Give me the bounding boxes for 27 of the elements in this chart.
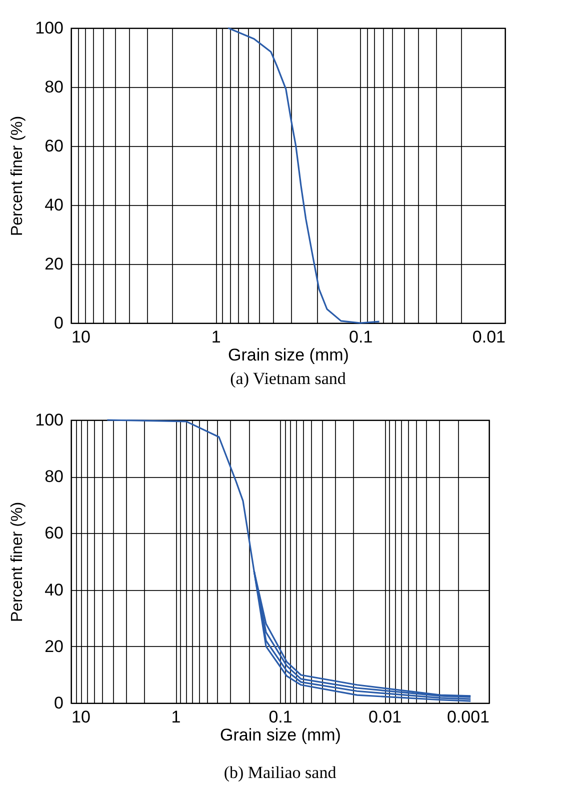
y-tick-label: 20: [44, 254, 64, 274]
y-tick-label: 100: [35, 18, 64, 38]
x-tick-label: 1: [211, 328, 221, 346]
x-axis-title: Grain size (mm): [228, 346, 349, 364]
x-tick-label: 10: [72, 708, 90, 726]
y-tick-label: 60: [44, 136, 64, 156]
x-tick-label: 1: [171, 708, 181, 726]
y-tick-label: 100: [35, 410, 64, 430]
x-axis-title: Grain size (mm): [220, 726, 341, 744]
y-axis-title: Percent finer (%): [9, 116, 26, 236]
x-tick-label: 0.1: [349, 328, 373, 346]
x-tick-label: 0.001: [446, 708, 490, 726]
x-tick-label: 0.01: [368, 708, 402, 726]
text: (a) Vietnam sand: [230, 369, 346, 388]
y-tick-label: 60: [44, 524, 64, 543]
y-tick-label: 20: [44, 636, 64, 656]
y-tick-label: 80: [44, 467, 64, 486]
y-tick-label: 0: [54, 694, 64, 712]
x-tick-label: 10: [72, 328, 90, 346]
x-tick-label: 0.01: [472, 328, 506, 346]
y-tick-label: 40: [44, 196, 64, 214]
text: (b) Mailiao sand: [224, 763, 337, 782]
x-tick-label: 0.1: [268, 708, 292, 726]
y-tick-label: 0: [54, 314, 64, 332]
y-axis-title: Percent finer (%): [9, 502, 26, 622]
y-tick-label: 40: [44, 580, 64, 600]
y-tick-label: 80: [44, 78, 64, 96]
